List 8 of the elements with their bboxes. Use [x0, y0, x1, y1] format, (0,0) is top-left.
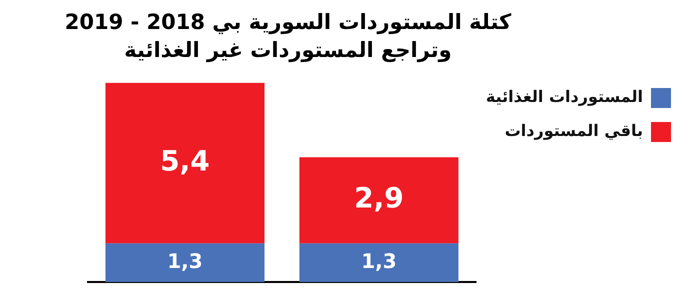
legend-label: باقي المستوردات	[504, 121, 643, 140]
data-label: 5,4	[160, 144, 210, 178]
chart-title: كتلة المستوردات السورية بي 2018 - 2019	[64, 9, 512, 36]
data-label: 2,9	[354, 182, 404, 215]
legend-label: المستوردات الغذائية	[486, 87, 643, 106]
data-label: 1,3	[167, 248, 203, 273]
chart-subtitle: وتراجع المستوردات غير الغذائية	[123, 37, 453, 64]
data-label: 1,3	[361, 248, 397, 273]
